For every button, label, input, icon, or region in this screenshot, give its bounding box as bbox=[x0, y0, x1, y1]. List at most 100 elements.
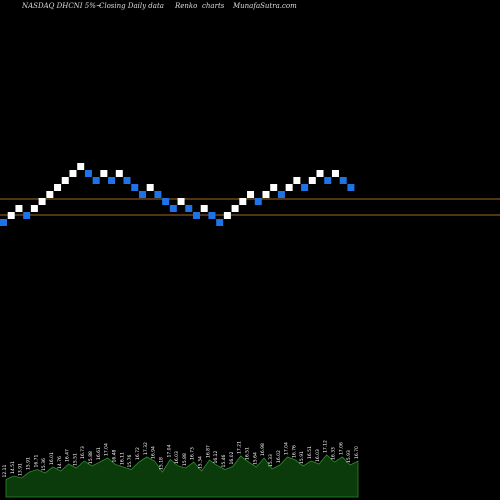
renko-brick-up bbox=[285, 184, 293, 191]
volume-label: 16.87 bbox=[205, 445, 211, 458]
volume-label: 14.51 bbox=[10, 461, 16, 474]
volume-label: 15.88 bbox=[88, 451, 94, 464]
renko-brick-up bbox=[331, 170, 339, 177]
renko-brick-down bbox=[138, 191, 146, 198]
renko-brick-up bbox=[239, 198, 247, 205]
renko-brick-down bbox=[123, 177, 131, 184]
renko-brick-down bbox=[254, 198, 262, 205]
renko-brick-down bbox=[154, 191, 162, 198]
renko-brick-down bbox=[347, 184, 355, 191]
volume-label: 12.11 bbox=[2, 464, 8, 477]
renko-brick-up bbox=[316, 170, 324, 177]
volume-label: 17.04 bbox=[166, 445, 172, 458]
volume-label: 16.03 bbox=[315, 449, 321, 462]
renko-brick-down bbox=[301, 184, 309, 191]
volume-label: 16.47 bbox=[65, 449, 71, 462]
renko-brick-down bbox=[216, 219, 224, 226]
renko-brick-down bbox=[339, 177, 347, 184]
volume-label: 16.11 bbox=[119, 452, 125, 465]
volume-label: 17.21 bbox=[237, 441, 243, 454]
renko-brick-down bbox=[23, 212, 31, 219]
renko-brick-up bbox=[223, 212, 231, 219]
renko-brick-up bbox=[115, 170, 123, 177]
renko-brick-up bbox=[100, 170, 108, 177]
volume-label: 16.01 bbox=[49, 452, 55, 465]
renko-brick-up bbox=[308, 177, 316, 184]
volume-label: 15.88 bbox=[182, 453, 188, 466]
renko-brick-up bbox=[146, 184, 154, 191]
volume-label: 17.32 bbox=[143, 442, 149, 455]
renko-brick-up bbox=[231, 205, 239, 212]
volume-label: 16.70 bbox=[354, 446, 360, 459]
volume-label: 15.33 bbox=[268, 454, 274, 467]
renko-brick-up bbox=[270, 184, 278, 191]
volume-label: 16.48 bbox=[112, 449, 118, 462]
renko-brick-up bbox=[262, 191, 270, 198]
brand-label: MunafaSutra.com bbox=[233, 2, 297, 10]
renko-brick-down bbox=[169, 205, 177, 212]
volume-label: 16.73 bbox=[80, 446, 86, 459]
volume-label: 15.36 bbox=[41, 458, 47, 471]
volume-label: 15.46 bbox=[221, 454, 227, 467]
volume-label: 16.73 bbox=[190, 447, 196, 460]
volume-label: 16.02 bbox=[229, 451, 235, 464]
volume-label: 13.91 bbox=[18, 463, 24, 476]
renko-brick-down bbox=[208, 212, 216, 219]
volume-label: 17.12 bbox=[323, 440, 329, 453]
volume-label: 16.33 bbox=[331, 447, 337, 460]
renko-bricks bbox=[0, 163, 355, 226]
renko-brick-up bbox=[247, 191, 255, 198]
renko-brick-down bbox=[185, 205, 193, 212]
data-type-label: Closing Daily data bbox=[99, 2, 164, 10]
renko-brick-down bbox=[193, 212, 200, 219]
volume-label: 16.94 bbox=[151, 446, 157, 459]
volume-label: 17.04 bbox=[284, 442, 290, 455]
volume-label: 15.76 bbox=[127, 455, 133, 468]
volume-shape bbox=[5, 454, 359, 498]
renko-brick-down bbox=[108, 177, 116, 184]
renko-brick-up bbox=[7, 212, 15, 219]
renko-brick-down bbox=[324, 177, 332, 184]
volume-label: 16.02 bbox=[276, 450, 282, 463]
volume-label: 16.98 bbox=[260, 443, 266, 456]
renko-brick-up bbox=[177, 198, 185, 205]
volume-label: 15.51 bbox=[72, 453, 78, 466]
renko-brick-down bbox=[277, 191, 285, 198]
renko-brick-down bbox=[0, 219, 7, 226]
renko-brick-up bbox=[54, 184, 62, 191]
volume-label: 16.51 bbox=[307, 446, 313, 459]
support-resistance-lines bbox=[0, 198, 500, 216]
volume-label: 17.06 bbox=[338, 442, 344, 455]
renko-brick-up bbox=[38, 198, 46, 205]
volume-label: 15.18 bbox=[158, 457, 164, 470]
volume-area bbox=[5, 454, 359, 498]
renko-brick-up bbox=[61, 177, 69, 184]
volume-label: 16.51 bbox=[245, 447, 251, 460]
volume-label: 14.76 bbox=[57, 456, 63, 469]
renko-brick-up bbox=[15, 205, 23, 212]
volume-labels: 12.11 14.51 13.91 15.91 16.71 15.36 16.01 14.76… bbox=[2, 440, 360, 478]
renko-brick-up bbox=[77, 163, 85, 170]
volume-label: 16.03 bbox=[174, 451, 180, 464]
volume-label: 16.71 bbox=[33, 454, 39, 467]
ticker-label: NASDAQ DHCNI 5%~ bbox=[22, 2, 102, 10]
volume-label: 16.61 bbox=[96, 447, 102, 460]
renko-brick-up bbox=[69, 170, 77, 177]
renko-brick-down bbox=[84, 170, 92, 177]
renko-brick-down bbox=[162, 198, 170, 205]
volume-label: 15.64 bbox=[252, 452, 258, 465]
renko-brick-down bbox=[92, 177, 100, 184]
renko-brick-up bbox=[46, 191, 54, 198]
volume-label: 16.76 bbox=[291, 445, 297, 458]
renko-brick-up bbox=[30, 205, 38, 212]
volume-label: 17.04 bbox=[104, 443, 110, 456]
renko-brick-up bbox=[200, 205, 208, 212]
renko-brick-up bbox=[293, 177, 301, 184]
charts-word-label: charts bbox=[202, 2, 225, 10]
volume-label: 15.91 bbox=[299, 451, 305, 464]
volume-label: 16.12 bbox=[213, 450, 219, 463]
chart-style-label: Renko bbox=[175, 2, 198, 10]
renko-brick-down bbox=[131, 184, 139, 191]
volume-label: 15.34 bbox=[198, 456, 204, 469]
